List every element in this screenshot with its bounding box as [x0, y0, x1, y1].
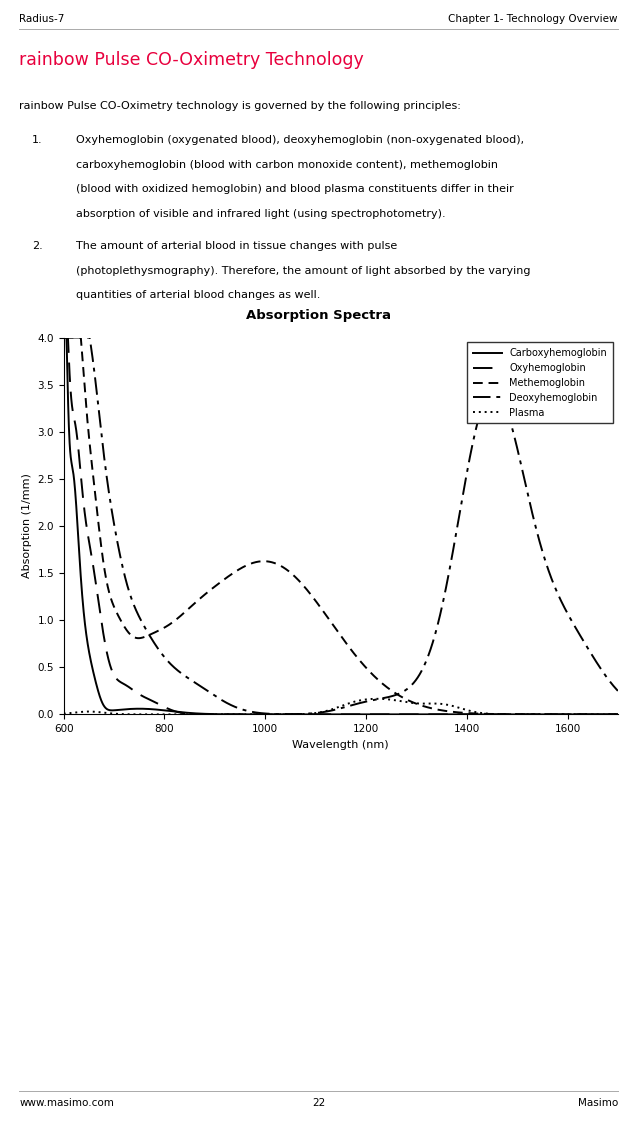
Text: 2.: 2.: [32, 241, 43, 251]
Text: (blood with oxidized hemoglobin) and blood plasma constituents differ in their: (blood with oxidized hemoglobin) and blo…: [76, 184, 514, 195]
Plasma: [123, 708, 131, 721]
Line: Deoxyhemoglobin: Deoxyhemoglobin: [64, 338, 618, 714]
Text: Radius-7: Radius-7: [19, 14, 64, 24]
Carboxyhemoglobin: [614, 708, 622, 721]
Methemoglobin: [156, 623, 164, 637]
Plasma: [60, 706, 68, 720]
Deoxyhemoglobin: [273, 708, 280, 721]
Deoxyhemoglobin: [297, 708, 304, 721]
Deoxyhemoglobin: [123, 577, 131, 591]
Methemoglobin: [123, 623, 131, 637]
Text: Absorption Spectra: Absorption Spectra: [246, 309, 391, 323]
Deoxyhemoglobin: [60, 331, 68, 344]
Carboxyhemoglobin: [603, 708, 611, 721]
Carboxyhemoglobin: [123, 702, 131, 716]
Oxyhemoglobin: [296, 708, 304, 721]
Deoxyhemoglobin: [603, 672, 611, 685]
Line: Oxyhemoglobin: Oxyhemoglobin: [64, 338, 618, 714]
Carboxyhemoglobin: [543, 708, 551, 721]
Deoxyhemoglobin: [284, 708, 292, 721]
X-axis label: Wavelength (nm): Wavelength (nm): [292, 739, 389, 749]
Methemoglobin: [614, 708, 622, 721]
Text: (photoplethysmography). Therefore, the amount of light absorbed by the varying: (photoplethysmography). Therefore, the a…: [76, 266, 531, 276]
Carboxyhemoglobin: [60, 331, 68, 344]
Plasma: [543, 708, 551, 721]
Line: Carboxyhemoglobin: Carboxyhemoglobin: [64, 338, 618, 714]
Text: carboxyhemoglobin (blood with carbon monoxide content), methemoglobin: carboxyhemoglobin (blood with carbon mon…: [76, 160, 498, 170]
Oxyhemoglobin: [60, 331, 68, 344]
Text: The amount of arterial blood in tissue changes with pulse: The amount of arterial blood in tissue c…: [76, 241, 397, 251]
Methemoglobin: [296, 575, 304, 588]
Deoxyhemoglobin: [156, 645, 164, 658]
Oxyhemoglobin: [156, 698, 164, 711]
Methemoglobin: [60, 331, 68, 344]
Oxyhemoglobin: [603, 708, 611, 721]
Text: Oxyhemoglobin (oxygenated blood), deoxyhemoglobin (non-oxygenated blood),: Oxyhemoglobin (oxygenated blood), deoxyh…: [76, 135, 524, 145]
Text: 1.: 1.: [32, 135, 43, 145]
Text: 22: 22: [312, 1098, 325, 1108]
Text: Chapter 1- Technology Overview: Chapter 1- Technology Overview: [448, 14, 618, 24]
Legend: Carboxyhemoglobin, Oxyhemoglobin, Methemoglobin, Deoxyhemoglobin, Plasma: Carboxyhemoglobin, Oxyhemoglobin, Methem…: [467, 342, 613, 423]
Plasma: [374, 692, 382, 705]
Plasma: [614, 708, 622, 721]
Deoxyhemoglobin: [543, 560, 551, 574]
Line: Methemoglobin: Methemoglobin: [64, 338, 618, 714]
Deoxyhemoglobin: [614, 684, 622, 698]
Oxyhemoglobin: [614, 708, 622, 721]
Oxyhemoglobin: [123, 680, 131, 693]
Carboxyhemoglobin: [156, 703, 164, 717]
Plasma: [156, 708, 164, 721]
Plasma: [273, 708, 280, 721]
Carboxyhemoglobin: [273, 708, 280, 721]
Text: www.masimo.com: www.masimo.com: [19, 1098, 114, 1108]
Text: quantities of arterial blood changes as well.: quantities of arterial blood changes as …: [76, 290, 321, 300]
Text: Masimo: Masimo: [578, 1098, 618, 1108]
Line: Plasma: Plasma: [64, 699, 618, 714]
Text: absorption of visible and infrared light (using spectrophotometry).: absorption of visible and infrared light…: [76, 209, 446, 219]
Methemoglobin: [273, 557, 280, 570]
Carboxyhemoglobin: [296, 708, 304, 721]
Text: rainbow Pulse CO-Oximetry technology is governed by the following principles:: rainbow Pulse CO-Oximetry technology is …: [19, 101, 461, 111]
Plasma: [296, 708, 304, 721]
Y-axis label: Absorption (1/mm): Absorption (1/mm): [22, 474, 32, 578]
Oxyhemoglobin: [273, 708, 280, 721]
Methemoglobin: [603, 708, 611, 721]
Text: rainbow Pulse CO-Oximetry Technology: rainbow Pulse CO-Oximetry Technology: [19, 51, 364, 69]
Plasma: [603, 708, 611, 721]
Methemoglobin: [543, 708, 551, 721]
Oxyhemoglobin: [543, 708, 551, 721]
